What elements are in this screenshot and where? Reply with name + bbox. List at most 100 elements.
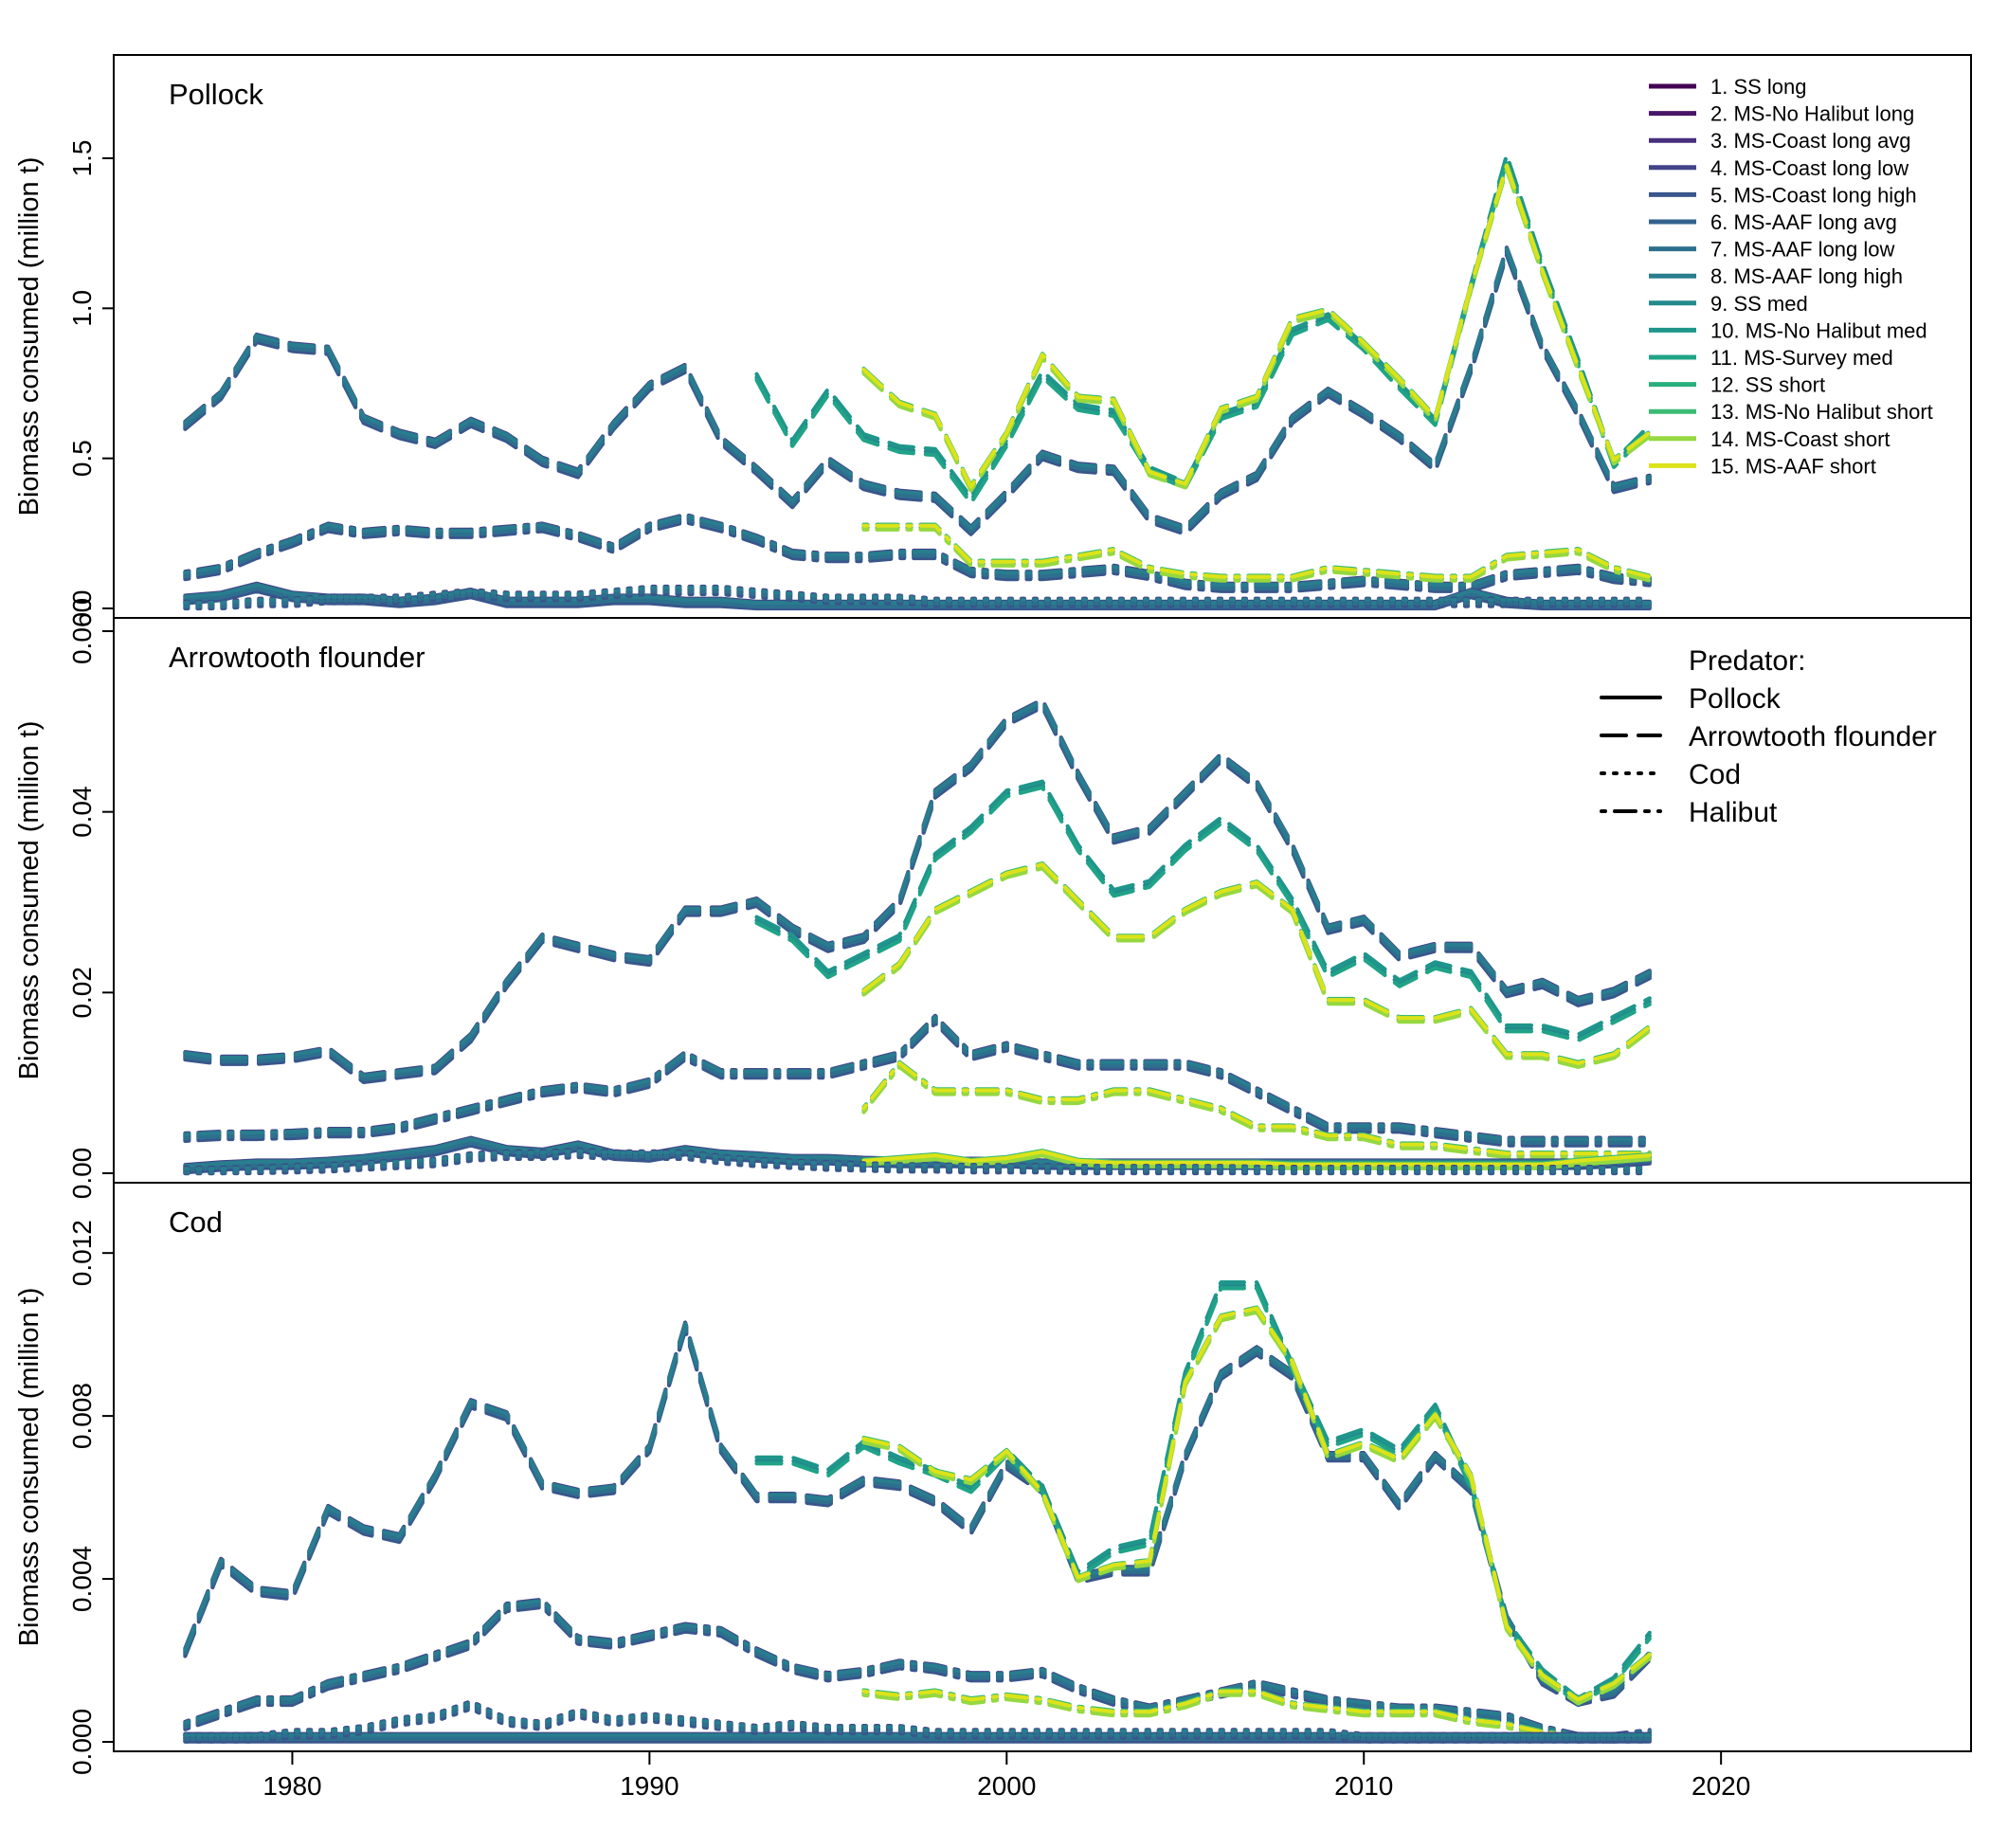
series-line bbox=[861, 1693, 1652, 1743]
series-line bbox=[183, 589, 1652, 609]
series-line bbox=[861, 163, 1652, 489]
y-tick-label: 0.02 bbox=[67, 967, 97, 1019]
x-tick-label: 2010 bbox=[1334, 1771, 1393, 1801]
y-axis-label: Biomass consumed (million t) bbox=[14, 157, 45, 516]
series-line bbox=[861, 167, 1652, 493]
x-tick-label: 2020 bbox=[1692, 1771, 1750, 1801]
x-tick-label: 2000 bbox=[977, 1771, 1036, 1801]
series-line bbox=[183, 516, 1652, 591]
y-tick-label: 0.000 bbox=[67, 1709, 97, 1775]
series-line bbox=[183, 698, 1652, 1078]
series-line bbox=[183, 702, 1652, 1082]
y-tick-label: 0.008 bbox=[67, 1383, 97, 1449]
y-tick-label: 0.5 bbox=[67, 440, 97, 477]
series-line bbox=[183, 250, 1652, 534]
series-line bbox=[754, 779, 1652, 1037]
y-axis-label: Biomass consumed (million t) bbox=[14, 1288, 45, 1647]
series-line bbox=[183, 699, 1652, 1079]
y-axis-label: Biomass consumed (million t) bbox=[14, 721, 45, 1080]
series-line bbox=[183, 1322, 1652, 1701]
series-line bbox=[861, 866, 1652, 1070]
series-line bbox=[183, 249, 1652, 533]
legend-label: 13. MS-No Halibut short bbox=[1710, 400, 1933, 424]
series-line bbox=[183, 253, 1652, 536]
legend-label: 14. MS-Coast short bbox=[1710, 427, 1890, 451]
series-line bbox=[183, 513, 1652, 588]
series-line bbox=[754, 1279, 1652, 1700]
y-tick-label: 1.5 bbox=[67, 140, 97, 177]
series-line bbox=[861, 1060, 1652, 1156]
series-line bbox=[861, 1064, 1652, 1160]
predator-label: Halibut bbox=[1689, 797, 1778, 828]
legend-label: 3. MS-Coast long avg bbox=[1710, 129, 1911, 153]
legend-label: 2. MS-No Halibut long bbox=[1710, 102, 1914, 126]
series-line bbox=[183, 1324, 1652, 1704]
series-line bbox=[183, 1707, 1652, 1744]
series-line bbox=[861, 862, 1652, 1066]
series-line bbox=[183, 1325, 1652, 1705]
series-line bbox=[183, 591, 1652, 611]
panel-frame bbox=[113, 1182, 1972, 1752]
series-line bbox=[183, 1704, 1652, 1742]
series-line bbox=[183, 705, 1652, 1085]
series-line bbox=[183, 701, 1652, 1081]
series-line bbox=[861, 527, 1652, 583]
series-line bbox=[183, 585, 1652, 606]
y-tick-label: 0.012 bbox=[67, 1220, 97, 1286]
series-line bbox=[861, 863, 1652, 1067]
model-legend: 1. SS long 2. MS-No Halibut long 3. MS-Coa… bbox=[1649, 75, 1933, 478]
series-line bbox=[183, 246, 1652, 530]
legend-label: 9. SS med bbox=[1710, 292, 1808, 316]
series-line bbox=[861, 1150, 1652, 1167]
series-line bbox=[861, 1689, 1652, 1739]
series-line bbox=[183, 1149, 1652, 1171]
series-layer bbox=[183, 1279, 1652, 1744]
series-line bbox=[754, 1286, 1652, 1707]
predator-label: Arrowtooth flounder bbox=[1689, 721, 1937, 752]
series-line bbox=[183, 698, 1652, 1078]
predator-legend-title: Predator: bbox=[1689, 645, 1805, 677]
series-line bbox=[183, 245, 1652, 529]
x-axis: 1980 1990 2000 2010 2020 bbox=[262, 1751, 1750, 1801]
panel-2: 0.00 0.02 0.04 0.060 Biomass consumed (milli… bbox=[14, 598, 1972, 1200]
y-tick-label: 0.00 bbox=[67, 1148, 97, 1200]
legend-label: 8. MS-AAF long high bbox=[1710, 264, 1903, 288]
series-layer bbox=[183, 153, 1652, 611]
series-line bbox=[183, 246, 1652, 531]
series-line bbox=[861, 1310, 1652, 1706]
y-tick-label: 0.04 bbox=[67, 786, 97, 838]
series-layer bbox=[183, 698, 1652, 1176]
panel-3: 0.000 0.004 0.008 0.012 Biomass consumed (mi… bbox=[14, 1182, 1972, 1775]
y-tick-label: 0.0 bbox=[67, 590, 97, 627]
panels-layer: 0.0 0.5 1.0 1.5 Biomass consumed (million t)… bbox=[14, 54, 1972, 1775]
predator-legend: Predator: Pollock Arrowtooth flounder Cod Ha… bbox=[1600, 645, 1937, 828]
series-line bbox=[754, 1283, 1652, 1704]
series-line bbox=[183, 698, 1652, 1078]
legend-label: 12. SS short bbox=[1710, 373, 1825, 397]
legend-label: 11. MS-Survey med bbox=[1710, 346, 1893, 370]
predator-label: Pollock bbox=[1689, 683, 1782, 715]
panel-1: 0.0 0.5 1.0 1.5 Biomass consumed (million t)… bbox=[14, 54, 1972, 627]
series-line bbox=[183, 1320, 1652, 1700]
series-line bbox=[861, 1306, 1652, 1702]
legend-label: 4. MS-Coast long low bbox=[1710, 156, 1909, 180]
y-tick-label: 0.060 bbox=[67, 598, 97, 664]
series-line bbox=[754, 785, 1652, 1043]
panel-title: Arrowtooth flounder bbox=[169, 641, 425, 674]
y-tick-label: 0.004 bbox=[67, 1546, 97, 1612]
x-tick-label: 1990 bbox=[620, 1771, 678, 1801]
series-line bbox=[183, 247, 1652, 532]
legend-label: 10. MS-No Halibut med bbox=[1710, 318, 1927, 342]
series-line bbox=[183, 1700, 1652, 1737]
legend-label: 1. SS long bbox=[1710, 75, 1807, 99]
series-line bbox=[183, 1328, 1652, 1708]
series-line bbox=[183, 1326, 1652, 1706]
series-line bbox=[183, 1018, 1652, 1145]
legend-label: 15. MS-AAF short bbox=[1710, 454, 1876, 478]
legend-label: 7. MS-AAF long low bbox=[1710, 238, 1895, 262]
series-line bbox=[183, 1014, 1652, 1141]
series-line bbox=[183, 703, 1652, 1083]
panel-title: Pollock bbox=[169, 78, 263, 111]
predator-label: Cod bbox=[1689, 759, 1741, 790]
